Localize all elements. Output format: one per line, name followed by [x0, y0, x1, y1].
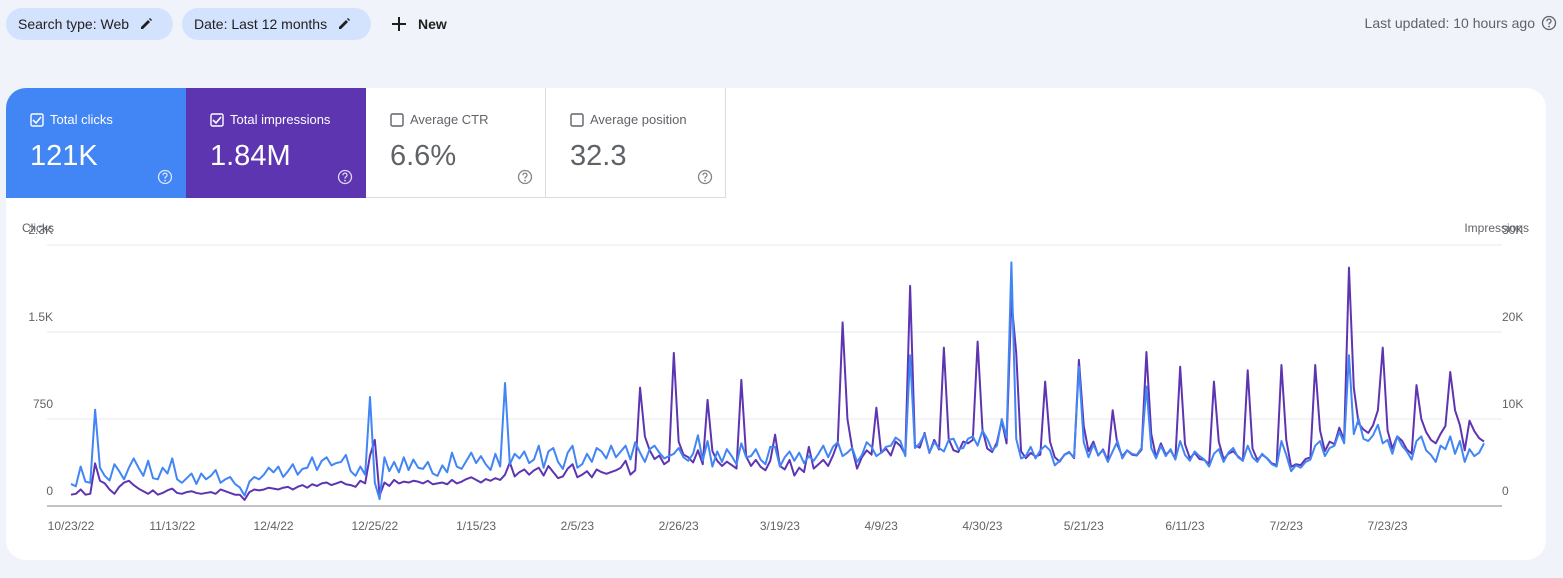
new-label: New — [418, 16, 447, 32]
metric-value: 6.6% — [390, 140, 457, 172]
x-tick-label: 3/19/23 — [760, 519, 800, 533]
help-icon[interactable] — [337, 169, 353, 190]
edit-icon — [339, 18, 351, 29]
metric-tile[interactable]: Total clicks 121K — [6, 88, 186, 198]
help-icon[interactable] — [697, 169, 713, 190]
metric-label-row: Total impressions — [210, 112, 330, 127]
x-tick-label: 2/26/23 — [659, 519, 699, 533]
metric-value: 1.84M — [210, 140, 291, 172]
x-tick-label: 12/4/22 — [254, 519, 294, 533]
x-tick-label: 7/23/23 — [1368, 519, 1408, 533]
metric-label: Total clicks — [50, 112, 113, 127]
help-icon[interactable] — [1541, 15, 1557, 31]
last-updated: Last updated: 10 hours ago — [1364, 15, 1535, 31]
checkbox[interactable] — [210, 112, 224, 127]
y2-tick-label: 30K — [1502, 223, 1523, 237]
checkbox[interactable] — [570, 112, 584, 127]
y-axis-title: Clicks — [22, 221, 54, 235]
metric-label: Average CTR — [410, 112, 489, 127]
x-tick-label: 2/5/23 — [561, 519, 595, 533]
metric-label-row: Total clicks — [30, 112, 113, 127]
y-tick-label: 1.5K — [28, 310, 53, 324]
x-tick-label: 10/23/22 — [48, 519, 95, 533]
metric-label: Average position — [590, 112, 687, 127]
series-line — [70, 261, 1485, 501]
y-tick-label: 0 — [46, 484, 53, 498]
metric-label-row: Average CTR — [390, 112, 489, 127]
metric-tile[interactable]: Total impressions 1.84M — [186, 88, 366, 198]
help-icon[interactable] — [157, 169, 173, 190]
filter-chip[interactable]: Search type: Web — [6, 8, 173, 40]
x-tick-label: 1/15/23 — [456, 519, 496, 533]
plus-icon — [392, 17, 406, 31]
metric-value: 32.3 — [570, 140, 627, 172]
filter-label: Date: Last 12 months — [194, 16, 328, 32]
metric-tile[interactable]: Average CTR 6.6% — [366, 88, 546, 198]
x-tick-label: 12/25/22 — [351, 519, 398, 533]
help-icon[interactable] — [517, 169, 533, 190]
y2-axis-title: Impressions — [1464, 221, 1529, 235]
x-tick-label: 5/21/23 — [1064, 519, 1104, 533]
metric-label: Total impressions — [230, 112, 331, 127]
x-tick-label: 7/2/23 — [1270, 519, 1304, 533]
checkbox[interactable] — [30, 112, 44, 127]
x-tick-label: 11/13/22 — [149, 519, 195, 533]
filter-chip[interactable]: Date: Last 12 months — [182, 8, 371, 40]
x-tick-label: 4/9/23 — [864, 519, 898, 533]
x-tick-label: 6/11/23 — [1165, 519, 1204, 533]
new-button[interactable]: New — [390, 8, 447, 40]
y2-tick-label: 10K — [1502, 397, 1523, 411]
metric-label-row: Average position — [570, 112, 687, 127]
x-tick-label: 4/30/23 — [962, 519, 1002, 533]
y2-tick-label: 0 — [1502, 484, 1509, 498]
metric-value: 121K — [30, 140, 98, 172]
series-line — [70, 266, 1485, 501]
y-tick-label: 750 — [33, 397, 53, 411]
y-tick-label: 2.3K — [28, 223, 53, 237]
checkbox[interactable] — [390, 112, 404, 127]
y2-tick-label: 20K — [1502, 310, 1523, 324]
filter-label: Search type: Web — [18, 16, 130, 32]
edit-icon — [141, 18, 153, 29]
metric-tile[interactable]: Average position 32.3 — [546, 88, 726, 198]
